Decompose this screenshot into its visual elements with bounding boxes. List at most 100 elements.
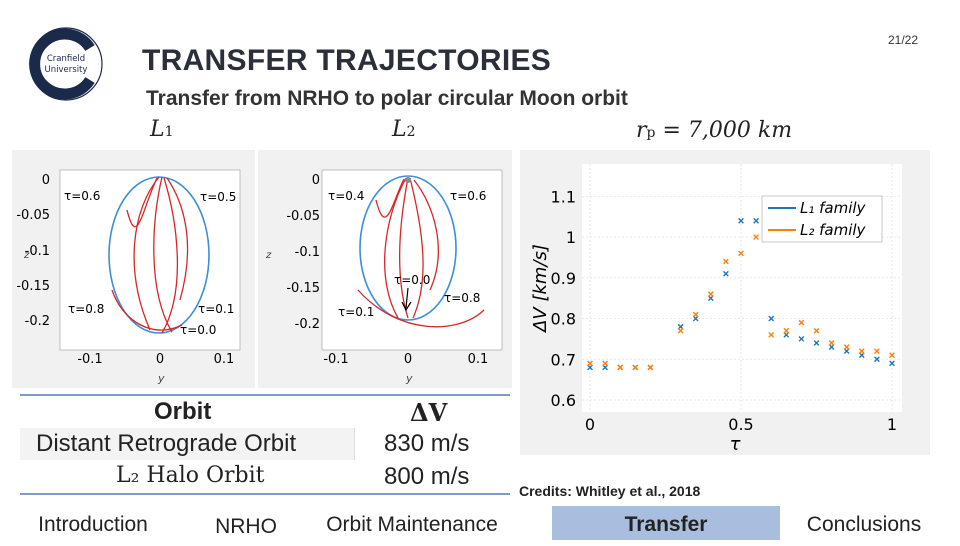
- chart-xtick: 0.5: [728, 415, 753, 434]
- transfer-arc: [133, 176, 160, 331]
- l1-trajectory-plot: z 0 -0.05 -0.1 -0.15 -0.2 -0.1 0 0.1 y τ…: [16, 169, 241, 385]
- chart-ytick: 0.9: [551, 269, 576, 288]
- data-point-l2: [889, 352, 895, 359]
- nav-item-orbit-maintenance[interactable]: Orbit Maintenance: [326, 513, 498, 536]
- legend-box: [761, 195, 883, 243]
- tau-annotation: τ=0.0: [180, 323, 216, 337]
- l1-trajectory-figure: z 0 -0.05 -0.1 -0.15 -0.2 -0.1 0 0.1 y τ…: [12, 150, 255, 388]
- data-point-l2: [707, 291, 714, 298]
- data-point-l2: [647, 364, 654, 371]
- delta-v-chart: 0.60.70.80.911.1 0 0.5 1 τ ΔV [km/s] L₁ fa…: [530, 164, 902, 455]
- y-axis-label: z: [265, 250, 272, 261]
- table-header-orbit: Orbit: [154, 398, 212, 425]
- orbit-delta-v-table: Orbit ΔV Distant Retrograde Orbit 830 m/…: [20, 394, 510, 495]
- transfer-arc: [153, 176, 173, 333]
- data-point-l1: [889, 360, 895, 367]
- table-rule-bottom: [20, 493, 510, 495]
- data-point-l2: [874, 348, 880, 355]
- xtick: -0.1: [323, 352, 348, 367]
- logo-text-2: University: [45, 65, 88, 75]
- moon-point: [405, 177, 411, 183]
- tau-annotation: τ=0.0: [394, 273, 430, 287]
- rp-label-main: r: [636, 118, 647, 143]
- transfer-arc: [399, 177, 409, 319]
- data-point-l2: [783, 327, 790, 334]
- data-point-l2: [828, 340, 835, 346]
- chart-y-label: ΔV [km/s]: [530, 244, 551, 334]
- nav-item-introduction[interactable]: Introduction: [38, 513, 148, 536]
- xtick: -0.1: [77, 352, 102, 367]
- nav-item-transfer[interactable]: Transfer: [552, 506, 780, 540]
- l2-trajectory-figure: z 0 -0.05 -0.1 -0.15 -0.2 -0.1 0 0.1 y τ…: [258, 150, 512, 388]
- transfer-arcs: [111, 176, 189, 334]
- data-point-l2: [858, 348, 865, 355]
- data-point-l1: [798, 336, 805, 342]
- chart-xtick: 0: [585, 415, 595, 434]
- l2-trajectory-plot: z 0 -0.05 -0.1 -0.15 -0.2 -0.1 0 0.1 y τ…: [265, 169, 503, 385]
- data-point-l2: [813, 327, 820, 334]
- ytick: -0.05: [16, 208, 50, 223]
- data-point-l1: [813, 340, 820, 346]
- data-point-l2: [677, 327, 684, 334]
- legend-entry-l2: L₂ family: [800, 221, 867, 239]
- arrow-line: [405, 287, 409, 309]
- xtick: 0: [404, 352, 412, 367]
- table-header-delta-v: ΔV: [410, 398, 448, 427]
- tau-annotation: τ=0.4: [328, 189, 364, 203]
- transfer-arc: [384, 177, 407, 319]
- table-rule-top: [20, 394, 510, 396]
- y-axis-label: z: [23, 250, 30, 261]
- ytick: 0: [312, 173, 320, 188]
- transfer-arc: [166, 177, 189, 301]
- data-point-l2: [843, 344, 850, 350]
- rp-label-sub: p: [646, 125, 656, 141]
- data-point-l1: [874, 356, 880, 363]
- rp-value: = 7,000 km: [662, 118, 793, 143]
- x-axis-label: y: [157, 372, 165, 385]
- ytick: 0: [42, 173, 50, 188]
- tau-annotation: τ=0.1: [338, 305, 374, 319]
- data-point-l1: [738, 217, 744, 224]
- data-point-l2: [692, 311, 699, 318]
- transfer-arc: [126, 177, 158, 228]
- data-point-l2: [738, 250, 744, 257]
- nav-item-nrho[interactable]: NRHO: [215, 515, 277, 538]
- chart-ytick: 0.8: [551, 310, 576, 329]
- slide-subtitle: Transfer from NRHO to polar circular Moo…: [146, 87, 628, 110]
- table-cell-orbit-1: Distant Retrograde Orbit: [36, 430, 297, 457]
- xtick: 0.1: [468, 352, 489, 367]
- ytick: -0.1: [25, 244, 50, 259]
- l1-label: L1: [150, 117, 174, 142]
- page-title: TRANSFER TRAJECTORIES: [142, 44, 552, 77]
- chart-ytick: 1.1: [551, 187, 576, 206]
- data-point-l1: [753, 217, 759, 224]
- delta-v-chart-figure: 0.6 0.7 0.8 0.9 1 1.1 0 0.5 1 τ ΔV [km/s] L₁ fa…: [520, 150, 930, 455]
- tau-annotation: τ=0.8: [444, 291, 480, 305]
- chart-ytick: 0.6: [551, 391, 576, 410]
- cranfield-logo: Cranfield University: [28, 26, 104, 102]
- transfer-arc: [409, 177, 424, 319]
- data-point-l2: [753, 234, 759, 240]
- chart-xtick: 1: [887, 415, 897, 434]
- tau-annotation: τ=0.8: [68, 302, 104, 316]
- table-cell-dv-1: 830 m/s: [384, 430, 470, 457]
- transfer-arc: [375, 178, 405, 218]
- nrho-orbit: [359, 175, 457, 321]
- data-point-l2: [617, 364, 624, 371]
- bottom-navigation: Introduction NRHO Orbit Maintenance Tran…: [0, 506, 960, 540]
- nav-item-conclusions[interactable]: Conclusions: [806, 513, 922, 536]
- slide-number: 21/22: [888, 33, 919, 47]
- tau-annotation: τ=0.1: [198, 302, 234, 316]
- chart-yticks: 0.6 0.7 0.8 0.9 1 1.1: [551, 187, 576, 410]
- l2-label-sub: 2: [406, 124, 416, 140]
- xtick: 0.1: [214, 352, 235, 367]
- x-axis-label: y: [405, 372, 413, 385]
- transfer-arc: [111, 289, 183, 331]
- tau-annotation: τ=0.6: [450, 189, 486, 203]
- table-cell-dv-2: 800 m/s: [384, 463, 470, 490]
- chart-x-label: τ: [730, 434, 741, 455]
- data-point-l2: [798, 319, 805, 326]
- l2-label: L2: [392, 117, 416, 142]
- l2-label-main: L: [392, 117, 407, 142]
- chart-ytick: 1: [566, 228, 576, 247]
